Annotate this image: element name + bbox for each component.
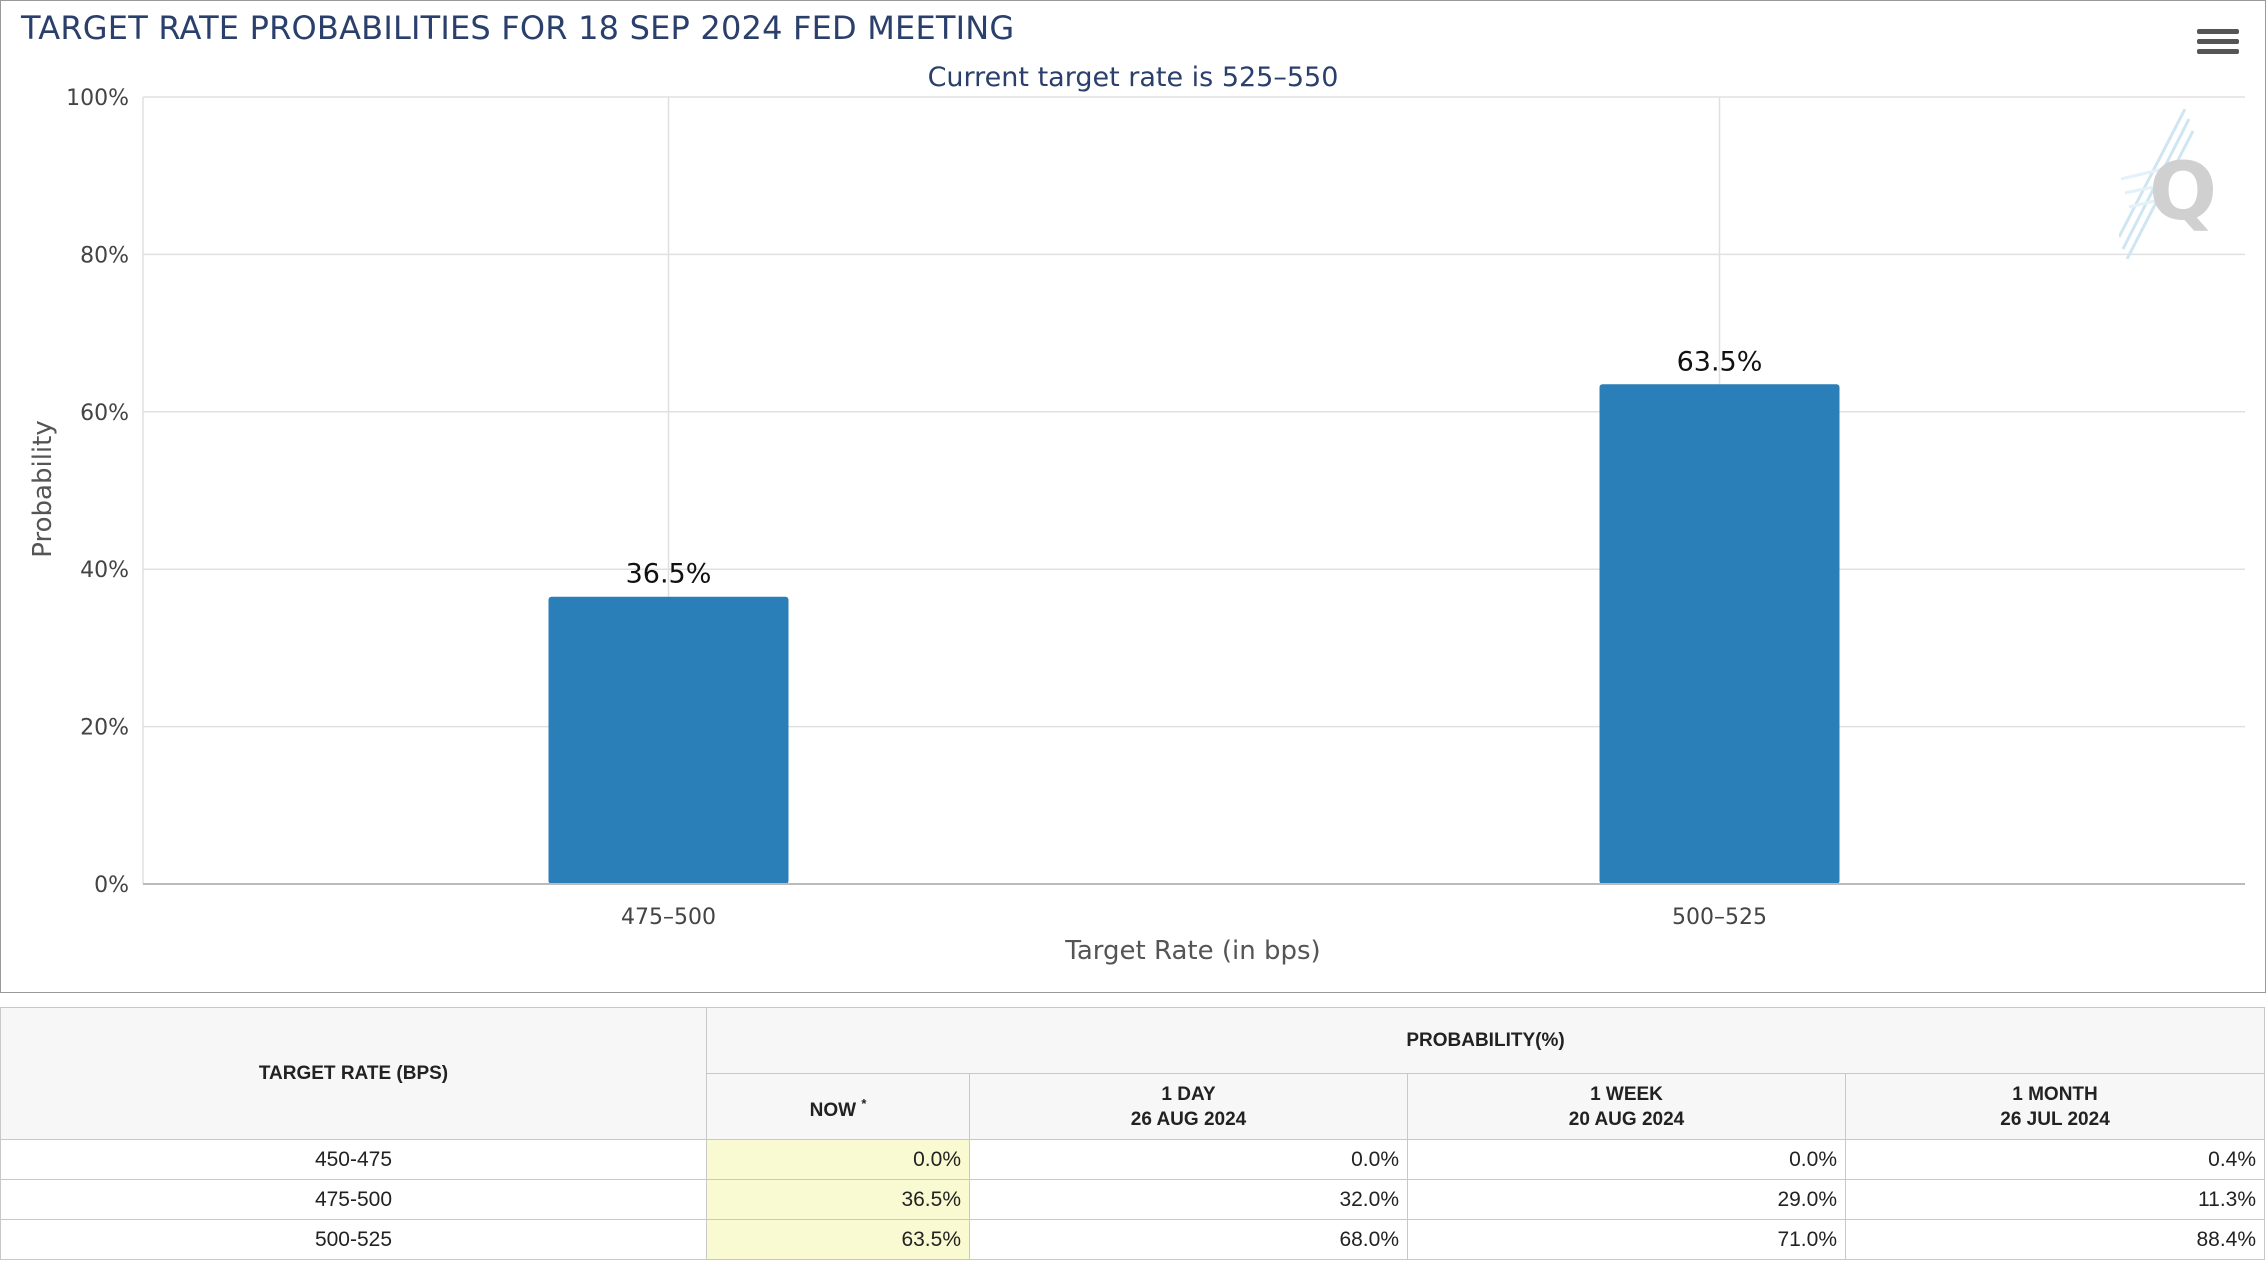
now-footnote-mark: *: [861, 1095, 867, 1111]
data-labels: 36.5% 63.5%: [626, 346, 1763, 589]
rate-cell: 475-500: [0, 1179, 707, 1220]
grid: [142, 96, 2245, 884]
data-label: 36.5%: [626, 559, 712, 590]
hamburger-menu-icon: [2197, 29, 2239, 54]
y-tick-label: 0%: [94, 873, 129, 898]
x-axis-title: Target Rate (in bps): [1064, 936, 1320, 966]
probability-header: PROBABILITY(%): [705, 1007, 2266, 1074]
one-week-cell: 29.0%: [1407, 1179, 1846, 1220]
one-month-cell: 88.4%: [1844, 1219, 2266, 1260]
chart-panel: 0% 20% 40% 60% 80% 100% 36.5% 63.5% 475–500 500…: [0, 0, 2266, 993]
one-month-cell: 0.4%: [1844, 1139, 2266, 1180]
table-row: 450-475 0.0% 0.0% 0.0% 0.4%: [0, 1139, 2266, 1180]
one-day-cell: 68.0%: [969, 1219, 1408, 1260]
table-row: 500-525 63.5% 68.0% 71.0% 88.4%: [0, 1219, 2266, 1260]
y-tick-label: 20%: [80, 716, 129, 741]
y-tick-label: 100%: [66, 86, 129, 111]
y-tick-label: 60%: [80, 401, 129, 426]
one-month-cell: 11.3%: [1844, 1179, 2266, 1220]
now-cell: 0.0%: [706, 1139, 970, 1180]
chart-menu-button[interactable]: [2197, 29, 2239, 63]
svg-text:Q: Q: [2149, 145, 2217, 238]
one-day-cell: 0.0%: [969, 1139, 1408, 1180]
x-tick-label: 475–500: [621, 905, 716, 930]
chart-title: TARGET RATE PROBABILITIES FOR 18 SEP 202…: [21, 9, 1015, 47]
one-day-cell: 32.0%: [969, 1179, 1408, 1220]
y-tick-label: 80%: [80, 243, 129, 268]
x-axis-ticks: 475–500 500–525: [621, 905, 1767, 930]
bar[interactable]: [548, 596, 789, 884]
one-week-header: 1 WEEK 20 AUG 2024: [1407, 1073, 1846, 1140]
chart-subtitle: Current target rate is 525–550: [928, 62, 1339, 93]
now-cell: 63.5%: [706, 1219, 970, 1260]
target-rate-header: TARGET RATE (BPS): [0, 1007, 707, 1140]
rate-cell: 450-475: [0, 1139, 707, 1180]
bars: [548, 384, 1840, 884]
y-tick-label: 40%: [80, 558, 129, 583]
bar-chart: 0% 20% 40% 60% 80% 100% 36.5% 63.5% 475–500 500…: [28, 62, 2245, 966]
now-cell: 36.5%: [706, 1179, 970, 1220]
bar[interactable]: [1599, 384, 1840, 884]
y-axis-title: Probability: [28, 420, 58, 557]
rate-cell: 500-525: [0, 1219, 707, 1260]
table-row: 475-500 36.5% 32.0% 29.0% 11.3%: [0, 1179, 2266, 1220]
x-tick-label: 500–525: [1672, 905, 1767, 930]
one-day-header: 1 DAY 26 AUG 2024: [969, 1073, 1408, 1140]
one-month-header: 1 MONTH 26 JUL 2024: [1844, 1073, 2266, 1140]
probability-table: TARGET RATE (BPS) PROBABILITY(%) NOW * 1…: [0, 1007, 2266, 1260]
y-axis-ticks: 0% 20% 40% 60% 80% 100%: [66, 86, 129, 898]
q-logo-icon: Q: [2119, 109, 2217, 259]
data-label: 63.5%: [1677, 346, 1763, 377]
one-week-cell: 0.0%: [1407, 1139, 1846, 1180]
now-header: NOW *: [706, 1073, 970, 1140]
one-week-cell: 71.0%: [1407, 1219, 1846, 1260]
